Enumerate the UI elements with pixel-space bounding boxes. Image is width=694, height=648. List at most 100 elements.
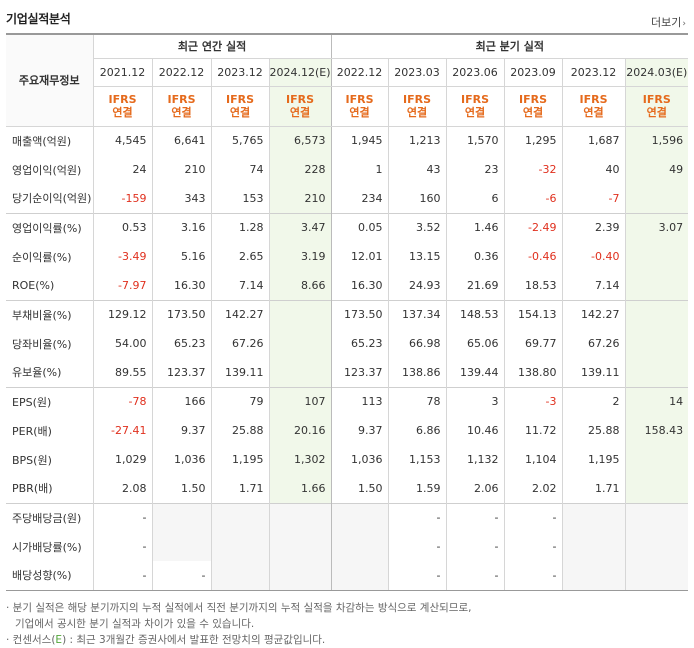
basis-row: IFRS 연결 IFRS 연결 IFRS 연결 IFRS 연결 IFRS 연결 IFRS 연결 IFRS…: [6, 86, 689, 127]
table-cell: [268, 561, 332, 591]
basis-scope: 연결: [349, 106, 370, 119]
table-cell: 65.23: [330, 329, 389, 358]
more-link[interactable]: 더보기›: [651, 14, 686, 30]
table-cell: 67.26: [210, 329, 269, 358]
footnote-1-cont: 기업에서 공시한 분기 실적과 차이가 있을 수 있습니다.: [15, 618, 255, 630]
table-cell: -6: [503, 184, 563, 213]
table-row: 주당배당금(원) - - - -: [6, 502, 689, 532]
table-cell: 1,295: [503, 125, 563, 155]
table-cell: 10.46: [445, 416, 505, 445]
table-cell: [268, 358, 332, 387]
table-cell: 1.28: [210, 212, 269, 242]
table-cell: [624, 474, 689, 503]
table-cell: 113: [330, 386, 389, 416]
footnote-1: · 분기 실적은 해당 분기까지의 누적 실적에서 직전 분기까지의 누적 실적…: [6, 602, 472, 614]
row-label: ROE(%): [12, 278, 55, 292]
table-cell: 6,573: [268, 125, 332, 155]
row-label: BPS(원): [12, 453, 52, 467]
table-cell: 89.55: [92, 358, 152, 387]
table-cell: 3.16: [151, 212, 211, 242]
table-cell: 166: [151, 386, 211, 416]
header-group-row: 주요재무정보 최근 연간 실적 최근 분기 실적: [6, 33, 689, 127]
basis-cell: IFRS 연결: [210, 86, 269, 127]
table-cell: 1.59: [387, 474, 447, 503]
table-cell: [624, 502, 689, 532]
panel-title: 기업실적분석: [6, 12, 71, 26]
table-cell: [561, 532, 626, 561]
table-cell: 1,687: [561, 125, 626, 155]
table-cell: -: [92, 532, 152, 561]
table-cell: [624, 329, 689, 358]
table-cell: 43: [387, 155, 447, 184]
row-label: PBR(배): [12, 482, 53, 496]
period-header: 2023.06: [445, 58, 505, 87]
row-label: 영업이익(억원): [12, 163, 82, 177]
basis-standard: IFRS: [642, 93, 671, 106]
basis-cell: IFRS 연결: [387, 86, 447, 127]
basis-cell: IFRS 연결: [624, 86, 689, 127]
basis-cell: IFRS 연결: [92, 86, 152, 127]
table-cell: 25.88: [561, 416, 626, 445]
table-cell: 16.30: [151, 271, 211, 300]
table-cell: 49: [624, 155, 689, 184]
table-cell: 1.66: [268, 474, 332, 503]
table-cell: 11.72: [503, 416, 563, 445]
table-cell: 158.43: [624, 416, 689, 445]
table-cell: 2.08: [92, 474, 152, 503]
table-cell: 24: [92, 155, 152, 184]
basis-scope: 연결: [112, 106, 133, 119]
row-label: 영업이익률(%): [6, 212, 93, 242]
table-cell: 5.16: [151, 242, 211, 271]
table-cell: -159: [92, 184, 152, 213]
basis-cell: IFRS 연결: [268, 86, 332, 127]
table-cell: 7.14: [210, 271, 269, 300]
table-cell: 3.47: [268, 212, 332, 242]
table-cell: 4,545: [92, 125, 152, 155]
table-cell: [624, 184, 689, 213]
panel-header: 기업실적분석 더보기›: [6, 8, 686, 30]
table-cell: 9.37: [151, 416, 211, 445]
table-cell: 1,153: [387, 445, 447, 474]
table-cell: 138.86: [387, 358, 447, 387]
basis-cell: IFRS 연결: [445, 86, 505, 127]
period-header: 2023.03: [387, 58, 447, 87]
table-cell: 1,029: [92, 445, 152, 474]
table-cell: 228: [268, 155, 332, 184]
table-cell: 123.37: [151, 358, 211, 387]
table-cell: 1.46: [445, 212, 505, 242]
table-cell: 343: [151, 184, 211, 213]
table-cell: 18.53: [503, 271, 563, 300]
table-cell: 139.11: [561, 358, 626, 387]
table-cell: 148.53: [445, 299, 505, 329]
table-cell: 24.93: [387, 271, 447, 300]
table-row: 부채비율(%) 129.12 173.50 142.27 173.50 137.34 148…: [6, 299, 689, 329]
basis-standard: IFRS: [345, 93, 374, 106]
table-cell: 2.06: [445, 474, 505, 503]
table-cell: 1,302: [268, 445, 332, 474]
table-cell: 173.50: [151, 299, 211, 329]
table-row: 순이익률(%) -3.49 5.16 2.65 3.19 12.01 13.15 0.36 -0…: [6, 242, 689, 271]
basis-scope: 연결: [522, 106, 544, 119]
table-cell: 8.66: [268, 271, 332, 300]
table-cell: 78: [387, 386, 447, 416]
table-cell: 3.07: [624, 212, 689, 242]
footnote-2-e: E: [55, 634, 63, 646]
table-cell: 210: [268, 184, 332, 213]
table-cell: 54.00: [92, 329, 152, 358]
table-cell: -32: [503, 155, 563, 184]
table-cell: 25.88: [210, 416, 269, 445]
table-cell: [624, 271, 689, 300]
table-cell: 0.53: [92, 212, 152, 242]
period-header: 2023.09: [503, 58, 563, 87]
table-cell: [268, 502, 332, 532]
table-cell: 1,036: [151, 445, 211, 474]
table-cell: 13.15: [387, 242, 447, 271]
basis-standard: IFRS: [519, 93, 548, 106]
period-header: 2024.03(E): [624, 58, 689, 87]
table-cell: -7.97: [92, 271, 152, 300]
table-cell: 14: [624, 386, 689, 416]
table-cell: -3.49: [92, 242, 152, 271]
basis-cell: IFRS 연결: [503, 86, 563, 127]
table-cell: 137.34: [387, 299, 447, 329]
